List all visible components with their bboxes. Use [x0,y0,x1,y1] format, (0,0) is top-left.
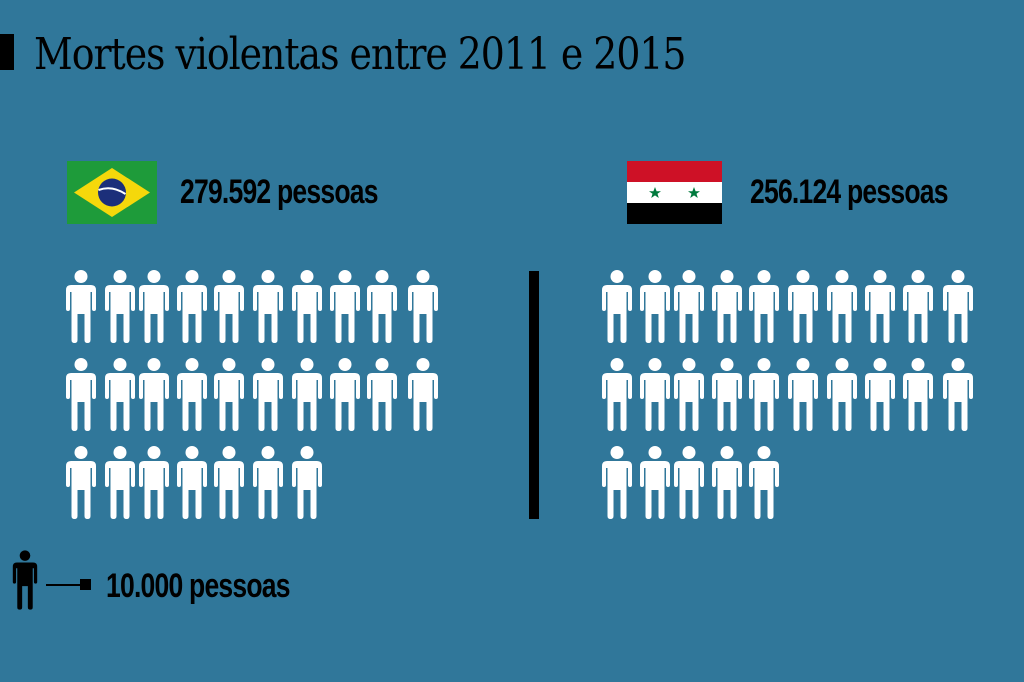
person-icon [176,446,208,519]
person-icon [213,358,245,431]
person-icon [826,270,858,343]
title-accent-bar [0,34,14,70]
person-icon [138,270,170,343]
person-icon [942,358,974,431]
brazil-flag-icon [67,161,157,224]
syria-count: 256.124 pessoas [750,173,948,211]
person-icon [65,270,97,343]
legend-connector-end [80,579,91,590]
person-icon [673,358,705,431]
person-icon [748,446,780,519]
person-icon [673,270,705,343]
person-icon [65,446,97,519]
person-icon [748,270,780,343]
person-icon [65,358,97,431]
person-icon [329,358,361,431]
person-icon [104,358,136,431]
person-icon [176,270,208,343]
person-icon [12,550,38,610]
person-icon [826,358,858,431]
person-icon [407,270,439,343]
person-icon [176,358,208,431]
legend-connector [46,584,82,586]
person-icon [711,270,743,343]
person-icon [942,270,974,343]
person-icon [291,446,323,519]
syria-flag-icon [627,161,722,224]
legend-label: 10.000 pessoas [106,567,290,605]
person-icon [864,270,896,343]
person-icon [138,446,170,519]
person-icon [366,270,398,343]
person-icon [407,358,439,431]
person-icon [601,358,633,431]
person-icon [639,446,671,519]
person-icon [291,358,323,431]
person-icon [711,358,743,431]
person-icon [366,358,398,431]
person-icon [291,270,323,343]
person-icon [329,270,361,343]
person-icon [252,270,284,343]
person-icon [601,446,633,519]
person-icon [601,270,633,343]
person-icon [252,446,284,519]
person-icon [864,358,896,431]
divider [529,271,539,519]
person-icon [711,446,743,519]
person-icon [748,358,780,431]
person-icon [673,446,705,519]
person-icon [138,358,170,431]
brazil-count: 279.592 pessoas [180,173,378,211]
person-icon [787,358,819,431]
person-icon [787,270,819,343]
person-icon [213,270,245,343]
person-icon [902,358,934,431]
person-icon [639,358,671,431]
person-icon [639,270,671,343]
person-icon [252,358,284,431]
person-icon [104,446,136,519]
person-icon [902,270,934,343]
person-icon [213,446,245,519]
person-icon [104,270,136,343]
page-title: Mortes violentas entre 2011 e 2015 [34,29,686,80]
